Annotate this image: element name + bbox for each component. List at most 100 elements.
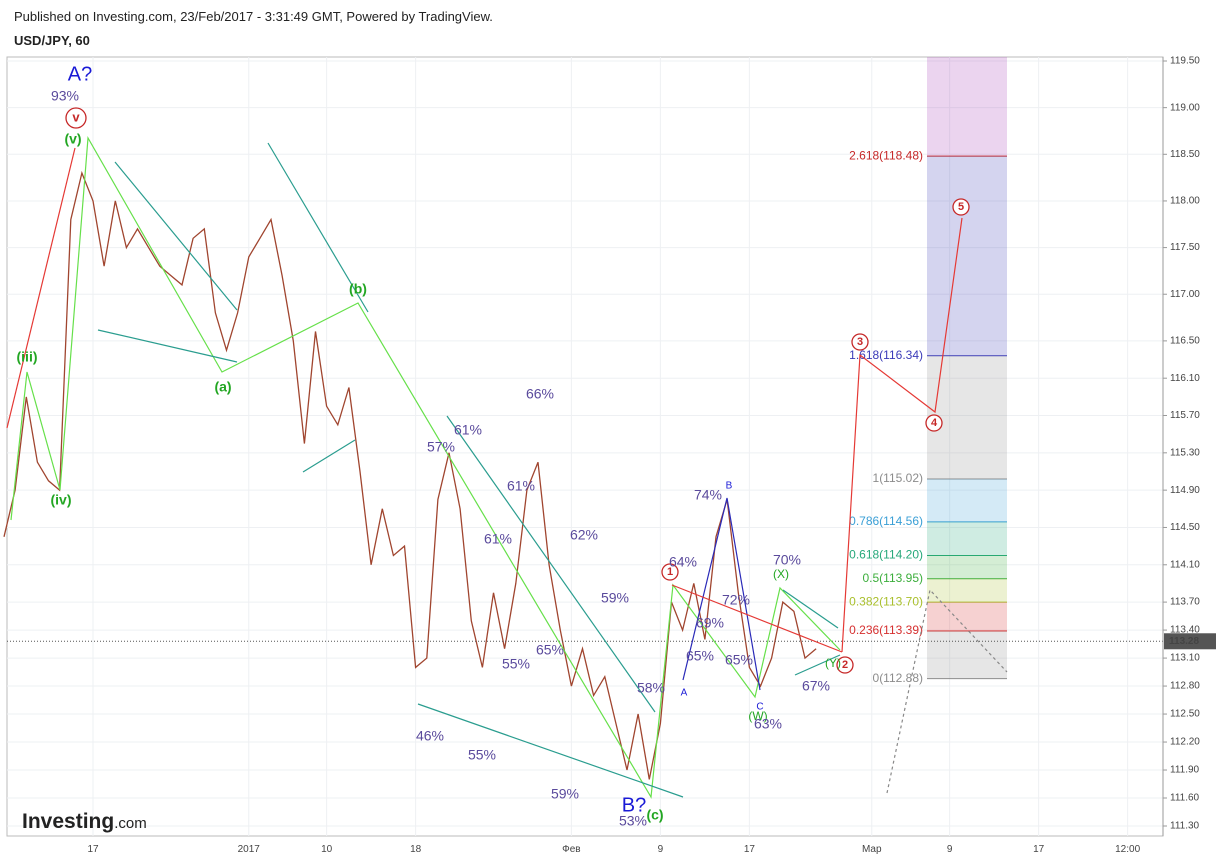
wave-label: 59% xyxy=(551,786,579,802)
fib-zone xyxy=(927,521,1007,556)
wave-label: A xyxy=(681,688,688,699)
y-tick-label: 114.50 xyxy=(1170,522,1200,533)
axes: 119.50 119.00 118.50 118.00 117.50 117.00 116.… xyxy=(87,56,1216,855)
wave-label: 62% xyxy=(570,527,598,543)
y-tick-label: 113.70 xyxy=(1170,597,1200,608)
y-tick-label: 115.70 xyxy=(1170,410,1200,421)
symbol: USD/JPY, 60 xyxy=(14,33,90,48)
fib-zone xyxy=(927,602,1007,632)
channel-line xyxy=(267,142,369,313)
wave-label: 61% xyxy=(507,478,535,494)
y-tick-label: 116.10 xyxy=(1170,373,1200,384)
wave-label: (c) xyxy=(646,807,663,823)
logo-suffix: .com xyxy=(114,815,147,832)
y-tick-label: 112.80 xyxy=(1170,681,1200,692)
x-tick-label: Фев xyxy=(562,844,580,855)
channel-line xyxy=(446,415,656,713)
fib-label: 0(112.88) xyxy=(873,671,923,685)
x-tick-label: 10 xyxy=(321,844,333,855)
wave-label: 53% xyxy=(619,813,647,829)
channel-line xyxy=(794,654,841,676)
y-tick-label: 111.30 xyxy=(1170,821,1200,832)
y-tick-label: 118.50 xyxy=(1170,149,1200,160)
x-tick-label: 17 xyxy=(87,844,99,855)
y-tick-label: 113.40 xyxy=(1170,625,1200,636)
wave-label: 55% xyxy=(468,747,496,763)
wave-label: (X) xyxy=(773,567,789,581)
current-price-box xyxy=(1164,633,1216,650)
fib-label: 1.618(116.34) xyxy=(849,348,923,362)
wave-circle xyxy=(952,198,970,216)
wave-circle xyxy=(851,333,869,351)
wave-label: 67% xyxy=(802,678,830,694)
wave-label: A? xyxy=(68,63,92,85)
wave-label: 64% xyxy=(669,554,697,570)
price-layer xyxy=(3,170,1163,780)
wave-circle xyxy=(65,107,87,129)
wave-label: B? xyxy=(622,794,646,816)
y-tick-label: 117.00 xyxy=(1170,289,1200,300)
wave-line xyxy=(6,147,76,429)
wave-label: 93% xyxy=(51,88,79,104)
channel-line xyxy=(97,329,238,363)
wave-label: (a) xyxy=(214,379,231,395)
x-tick-label: 2017 xyxy=(238,844,261,855)
channel-line xyxy=(114,161,238,311)
x-tick-label: 9 xyxy=(658,844,664,855)
x-tick-label: 9 xyxy=(947,844,953,855)
y-tick-label: 117.50 xyxy=(1170,242,1200,253)
y-tick-label: 119.00 xyxy=(1170,102,1200,113)
wave-label: (W) xyxy=(748,709,767,723)
wave-label: 4 xyxy=(931,417,938,429)
x-tick-label: 17 xyxy=(1033,844,1045,855)
y-tick-label: 112.50 xyxy=(1170,709,1200,720)
wave-label: 72% xyxy=(722,592,750,608)
wave-label: (b) xyxy=(349,281,367,297)
channel-line xyxy=(417,703,684,798)
wave-label: 5 xyxy=(958,201,964,213)
wave-label: (iii) xyxy=(17,349,38,365)
wave-circle xyxy=(925,414,943,432)
wave-label: 70% xyxy=(773,552,801,568)
fib-label: 2.618(118.48) xyxy=(849,148,923,162)
fib-label: 0.382(113.70) xyxy=(849,594,923,608)
logo-brand: Investing xyxy=(22,810,114,833)
x-tick-label: 17 xyxy=(744,844,756,855)
published-note: Published on Investing.com, 23/Feb/2017 … xyxy=(14,9,493,24)
wave-label: 74% xyxy=(694,487,722,503)
wave-label: v xyxy=(72,109,80,124)
price-line xyxy=(3,170,817,780)
wave-label: 65% xyxy=(536,642,564,658)
y-tick-label: 116.50 xyxy=(1170,336,1200,347)
wave-label: (Y) xyxy=(825,656,841,670)
abc-line xyxy=(682,497,761,691)
wave-label: 66% xyxy=(526,386,554,402)
wave-label: 61% xyxy=(484,531,512,547)
wave-label: (v) xyxy=(64,131,81,147)
wave-label: 65% xyxy=(725,652,753,668)
x-tick-label: 12:00 xyxy=(1115,844,1140,855)
fib-top-zone xyxy=(927,57,1007,157)
wave-line xyxy=(10,136,841,799)
y-tick-label: 111.90 xyxy=(1170,765,1200,776)
wave-label: 57% xyxy=(427,439,455,455)
y-tick-label: 112.20 xyxy=(1170,737,1200,748)
fib-label: 0.5(113.95) xyxy=(863,571,924,585)
wave-label: 3 xyxy=(857,336,863,348)
fib-label: 0.236(113.39) xyxy=(849,623,923,637)
wave-label: 2 xyxy=(842,659,848,671)
fib-label: 0.618(114.20) xyxy=(849,548,923,562)
channel-line xyxy=(782,589,839,629)
logo: Investing.com xyxy=(22,810,147,833)
wave-label: 59% xyxy=(601,590,629,606)
y-tick-label: 114.10 xyxy=(1170,559,1200,570)
wave-circle xyxy=(836,656,854,674)
channel-line xyxy=(302,439,356,473)
wave-label: 1 xyxy=(667,566,673,578)
wave-label: (iv) xyxy=(51,492,72,508)
wave-label: 58% xyxy=(637,680,665,696)
current-price-label: 113.28 xyxy=(1169,636,1199,647)
wave-label: B xyxy=(726,481,733,492)
